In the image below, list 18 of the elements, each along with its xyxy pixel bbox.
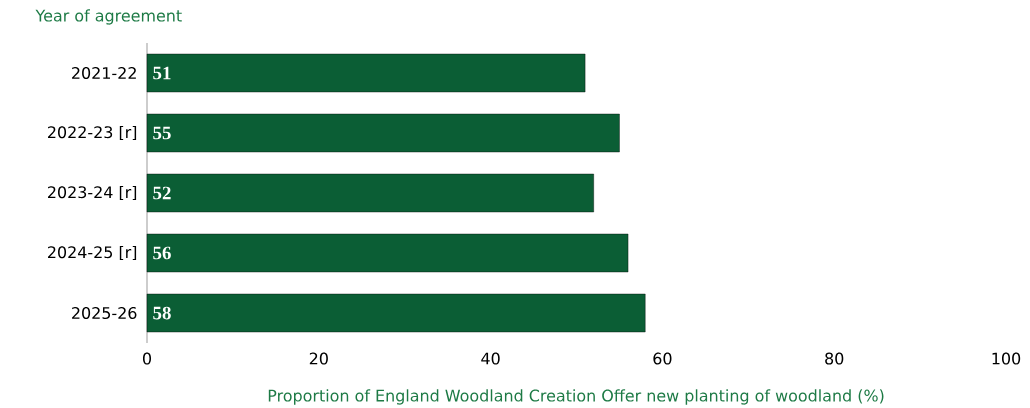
data-label: 52 bbox=[153, 186, 171, 200]
y-tick-label: 2024-25 [r] bbox=[48, 245, 137, 261]
data-label: 51 bbox=[153, 66, 171, 80]
x-tick-label: 0 bbox=[142, 352, 152, 365]
y-tick-label: 2023-24 [r] bbox=[48, 185, 137, 201]
data-label: 56 bbox=[153, 246, 171, 260]
x-tick-label: 100 bbox=[992, 352, 1021, 365]
x-tick-label: 80 bbox=[825, 352, 844, 365]
x-tick-label: 20 bbox=[309, 352, 328, 365]
data-label: 58 bbox=[153, 306, 171, 320]
y-tick-label: 2021-22 bbox=[72, 66, 136, 80]
x-tick-label: 40 bbox=[481, 352, 500, 365]
x-tick-label: 60 bbox=[653, 352, 672, 365]
x-axis-title: Proportion of England Woodland Creation Offer new planting of woodland (%) bbox=[268, 389, 884, 405]
y-tick-label: 2022-23 [r] bbox=[48, 125, 137, 141]
y-tick-label: 2025-26 bbox=[72, 306, 137, 320]
y-axis-title: Year of agreement bbox=[35, 9, 182, 25]
data-label: 55 bbox=[153, 126, 171, 140]
